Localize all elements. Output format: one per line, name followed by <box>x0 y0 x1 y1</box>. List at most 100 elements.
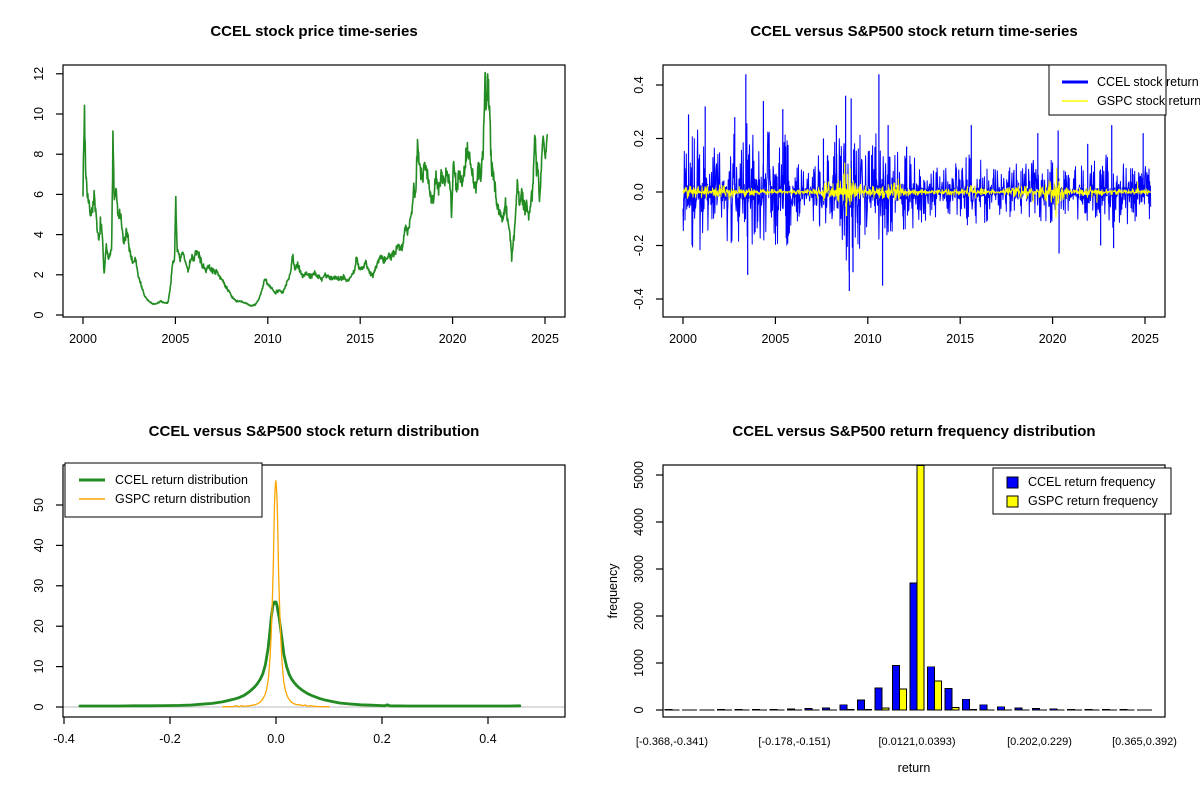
ccel-frequency-bar <box>1067 708 1075 711</box>
price-line <box>82 71 548 307</box>
legend-label: GSPC return distribution <box>115 492 251 506</box>
x-bin-label: [0.202,0.229) <box>1007 736 1072 748</box>
ccel-frequency-bar <box>979 704 988 711</box>
y-tick-label: 2000 <box>632 602 646 630</box>
ccel-frequency-bar <box>857 699 865 711</box>
ccel-frequency-bar <box>1032 707 1040 711</box>
x-tick-label: 0.4 <box>479 732 496 746</box>
x-tick-label: 0.0 <box>267 732 284 746</box>
x-tick-label: -0.4 <box>53 732 75 746</box>
x-axis-label: return <box>898 761 931 775</box>
legend-label: CCEL return distribution <box>115 473 248 487</box>
legend-label: GSPC return frequency <box>1028 494 1159 508</box>
ccel-frequency-bar <box>997 706 1005 711</box>
x-tick-label: -0.2 <box>159 732 181 746</box>
y-tick-label: 0 <box>32 311 46 318</box>
x-tick-label: 2015 <box>346 332 374 346</box>
ccel-frequency-bar <box>1014 707 1023 711</box>
y-tick-label: 0 <box>632 706 646 713</box>
x-tick-label: 2005 <box>161 332 189 346</box>
legend-swatch <box>1006 476 1019 489</box>
ccel-frequency-bar <box>927 666 935 711</box>
plot-frame <box>662 464 1166 718</box>
plot-frame <box>662 64 1166 318</box>
ccel-frequency-bar <box>769 708 778 711</box>
plot-frame <box>62 64 566 318</box>
x-bin-label: [-0.178,-0.151) <box>758 736 830 748</box>
legend-label: GSPC stock return <box>1097 94 1200 108</box>
y-tick-label: 0.4 <box>632 76 646 93</box>
x-tick-label: 2010 <box>854 332 882 346</box>
ccel-frequency-bar <box>892 664 900 711</box>
y-axis-label: frequency <box>606 563 620 619</box>
legend-box <box>64 462 263 518</box>
chart-title: CCEL stock price time-series <box>210 23 417 40</box>
y-tick-label: 4000 <box>632 508 646 536</box>
gspc-frequency-bar <box>916 465 925 711</box>
legend-label: CCEL stock return <box>1097 75 1199 89</box>
gspc-density-curve <box>222 480 330 708</box>
x-bin-label: [0.0121,0.0393) <box>878 736 955 748</box>
ccel-frequency-bar <box>1049 708 1058 711</box>
x-bin-label: [-0.368,-0.341) <box>636 736 708 748</box>
y-tick-label: 4 <box>32 231 46 238</box>
y-tick-label: 0 <box>32 703 46 710</box>
chart-title: CCEL versus S&P500 stock return distribu… <box>149 423 480 440</box>
chart-title: CCEL versus S&P500 return frequency dist… <box>732 423 1095 440</box>
x-tick-label: 2025 <box>531 332 559 346</box>
chart-title: CCEL versus S&P500 stock return time-ser… <box>750 23 1077 40</box>
x-tick-label: 2010 <box>254 332 282 346</box>
ccel-frequency-bar <box>962 698 970 711</box>
ccel-frequency-bar <box>839 704 848 711</box>
return-frequency-chart: 0 1000 2000 3000 4000 5000 [-0.368,-0.341) [-0.… <box>606 423 1177 775</box>
ccel-frequency-bar <box>1084 709 1093 711</box>
legend-swatch <box>1006 495 1019 508</box>
ccel-frequency-bar <box>752 708 760 711</box>
y-tick-label: 30 <box>32 579 46 593</box>
ccel-frequency-bar <box>804 708 813 711</box>
plot-frame <box>62 464 566 718</box>
ccel-frequency-bar <box>822 707 830 711</box>
y-tick-label: 3000 <box>632 555 646 583</box>
x-tick-label: 2020 <box>1039 332 1067 346</box>
y-tick-label: -0.4 <box>632 288 646 310</box>
y-tick-label: 10 <box>32 107 46 121</box>
gspc-return-series <box>682 173 1152 207</box>
x-tick-label: 2005 <box>761 332 789 346</box>
ccel-density-curve <box>78 600 522 708</box>
gspc-frequency-bar <box>864 708 872 711</box>
gspc-frequency-bar <box>881 707 890 711</box>
x-tick-label: 2015 <box>946 332 974 346</box>
y-tick-label: 12 <box>32 67 46 81</box>
legend-box <box>1048 64 1167 116</box>
legend-box <box>992 467 1172 515</box>
y-tick-label: 20 <box>32 619 46 633</box>
gspc-frequency-bar <box>934 680 942 711</box>
y-tick-label: 0.2 <box>632 130 646 147</box>
y-tick-label: 6 <box>32 191 46 198</box>
gspc-frequency-bar <box>969 709 977 711</box>
ccel-return-series <box>682 123 1152 272</box>
y-tick-label: 8 <box>32 151 46 158</box>
gspc-frequency-bar <box>899 688 907 711</box>
x-tick-label: 0.2 <box>373 732 390 746</box>
ccel-frequency-bar <box>909 582 918 711</box>
ccel-frequency-bar <box>874 687 883 711</box>
x-tick-label: 2025 <box>1131 332 1159 346</box>
x-tick-label: 2020 <box>439 332 467 346</box>
y-tick-label: 0.0 <box>632 183 646 200</box>
y-tick-label: 40 <box>32 538 46 552</box>
x-tick-label: 2000 <box>69 332 97 346</box>
ccel-frequency-bar <box>787 708 795 711</box>
x-tick-label: 2000 <box>669 332 697 346</box>
return-distribution-chart: -0.4 -0.2 0.0 0.2 0.4 0 10 20 30 40 50 CCEL versus … <box>32 423 566 746</box>
return-time-series-chart: 2000 2005 2010 2015 2020 2025 -0.4 -0.2 0.0 0.2 0.… <box>632 23 1200 346</box>
y-tick-label: 10 <box>32 660 46 674</box>
ccel-frequency-bar <box>944 687 953 711</box>
y-tick-label: 2 <box>32 271 46 278</box>
price-time-series-chart: 2000 2005 2010 2015 2020 2025 0 2 4 6 8 10 12 CCEL st… <box>32 23 566 346</box>
x-bin-label: [0.365,0.392) <box>1112 736 1177 748</box>
y-tick-label: 1000 <box>632 649 646 677</box>
y-tick-label: -0.2 <box>632 235 646 257</box>
